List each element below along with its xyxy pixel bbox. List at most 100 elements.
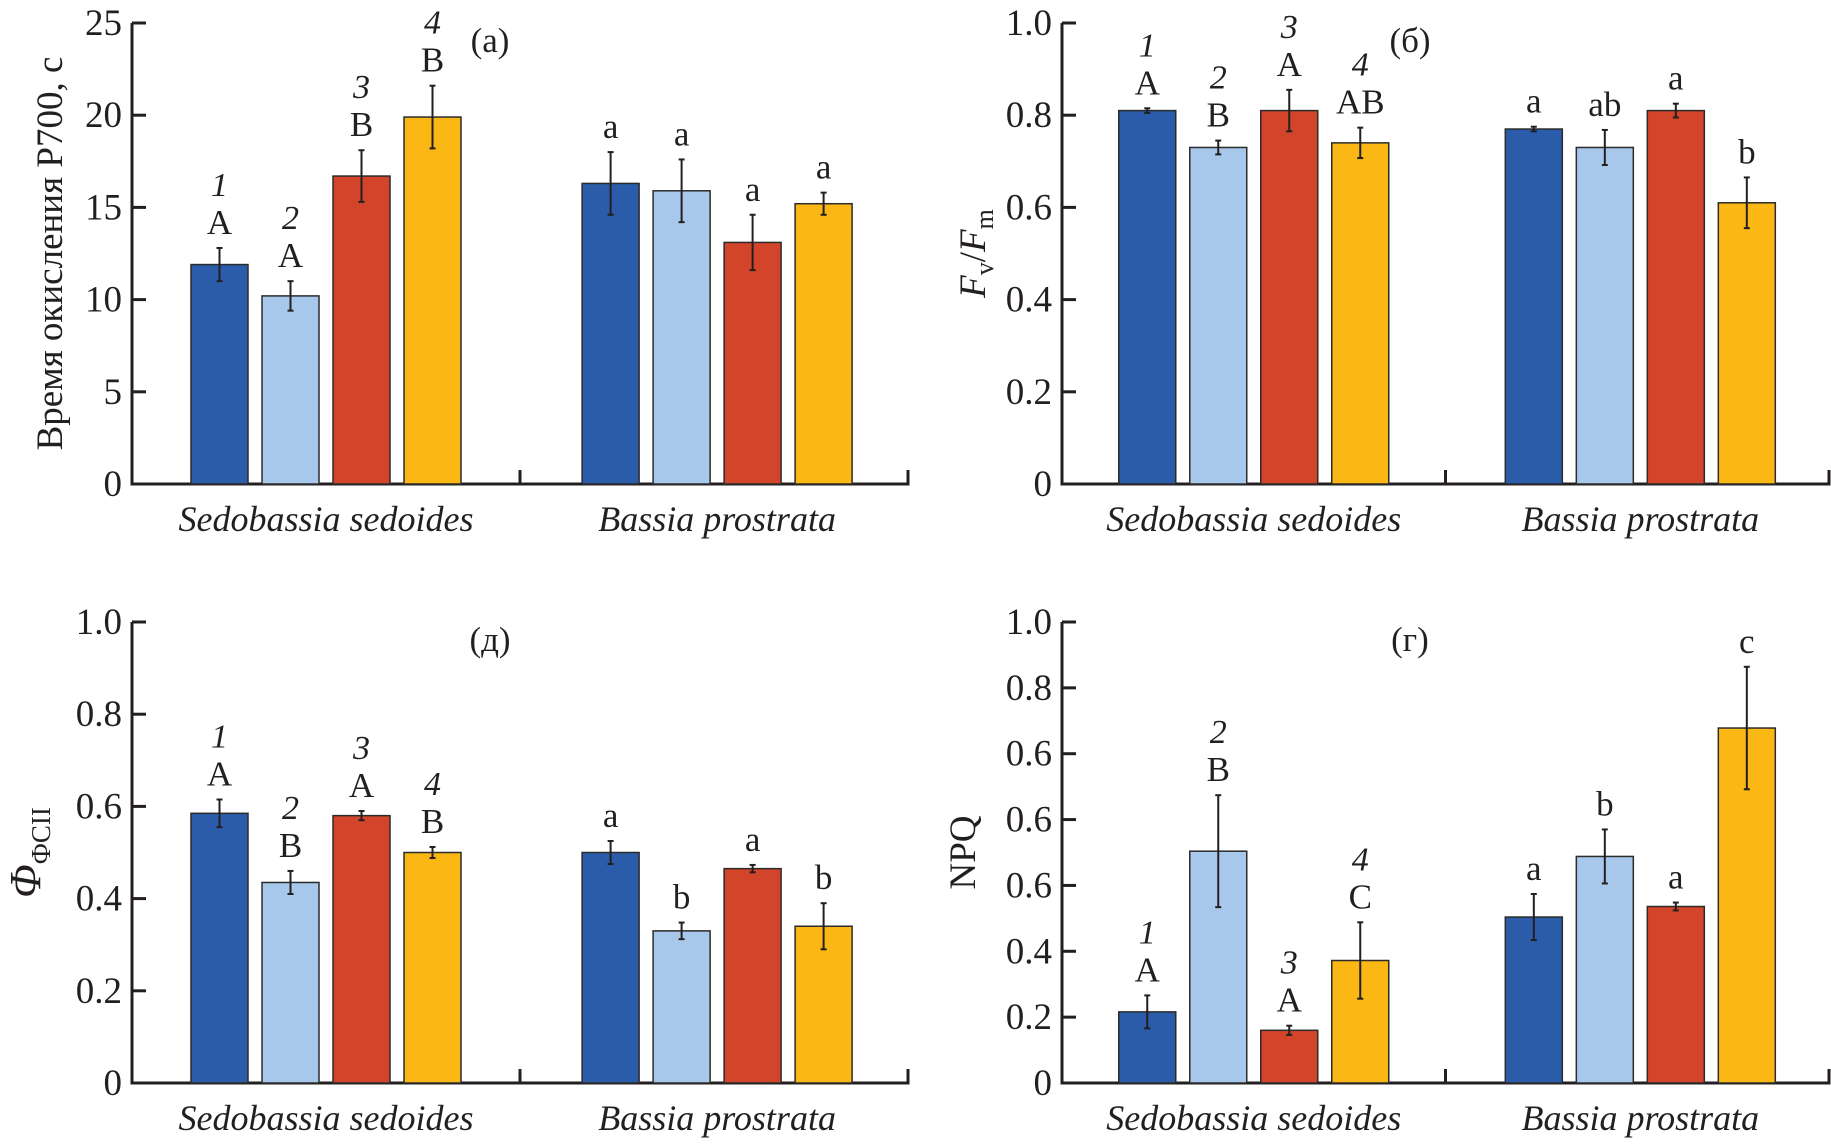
bar-series-4 bbox=[1717, 202, 1777, 485]
y-axis-title-part: v bbox=[970, 262, 999, 275]
bar-group: a b a c bbox=[1504, 622, 1777, 1084]
series-number: 2 bbox=[282, 200, 299, 237]
significance-letter: A bbox=[1135, 63, 1161, 102]
y-tick-label: 0.2 bbox=[1006, 372, 1052, 413]
significance-letter: A bbox=[349, 766, 375, 805]
series-number: 4 bbox=[1352, 47, 1369, 84]
series-number: 1 bbox=[1139, 914, 1156, 951]
significance-letter: a bbox=[745, 820, 761, 859]
y-tick-label: 0.6 bbox=[1006, 800, 1052, 841]
y-axis-title-part: / bbox=[953, 251, 994, 262]
series-number: 3 bbox=[352, 730, 370, 767]
significance-letter: B bbox=[421, 41, 444, 80]
bar-group: a b a b bbox=[581, 796, 853, 1084]
category-label: Sedobassia sedoides bbox=[1106, 499, 1401, 539]
y-tick-label: 0.6 bbox=[76, 786, 122, 827]
y-axis-title: NPQ bbox=[943, 815, 984, 889]
y-tick-label: 25 bbox=[85, 3, 122, 44]
bar-series-2 bbox=[1575, 855, 1635, 1084]
significance-letter: B bbox=[1207, 96, 1230, 135]
y-tick-label: 0.8 bbox=[1006, 668, 1052, 709]
bar-series-1 bbox=[1504, 128, 1564, 485]
series-number: 2 bbox=[1210, 60, 1227, 97]
y-tick-label: 1.0 bbox=[1006, 3, 1052, 44]
bar-series-2 bbox=[1575, 146, 1635, 485]
bar-series-4 bbox=[403, 851, 462, 1084]
category-label: Bassia prostrata bbox=[1521, 1098, 1759, 1138]
significance-letter: B bbox=[1207, 750, 1230, 789]
bar-series-4 bbox=[1331, 142, 1390, 485]
y-tick-label: 10 bbox=[85, 280, 122, 321]
bar-series-1 bbox=[1504, 916, 1564, 1084]
panel-tag: (а) bbox=[471, 21, 510, 60]
y-axis-title-part: m bbox=[970, 209, 999, 229]
panel-tag: (д) bbox=[469, 620, 510, 659]
axis-lines bbox=[1060, 23, 1831, 486]
y-tick-label: 15 bbox=[85, 187, 122, 228]
series-number: 1 bbox=[211, 167, 228, 204]
y-tick-label: 0 bbox=[1034, 1063, 1053, 1104]
significance-letter: AB bbox=[1336, 83, 1385, 122]
series-number: 2 bbox=[1210, 714, 1227, 751]
y-tick-label: 0.2 bbox=[76, 971, 122, 1012]
significance-letter: b bbox=[673, 878, 691, 917]
y-axis-title-phi: Φ bbox=[1, 864, 50, 898]
significance-letter: b bbox=[1596, 784, 1614, 823]
bar-series-3 bbox=[1260, 1029, 1319, 1084]
bar-series-3 bbox=[723, 867, 782, 1084]
series-number: 4 bbox=[424, 5, 441, 42]
significance-letter: b bbox=[815, 858, 833, 897]
axis-lines bbox=[1060, 622, 1831, 1085]
y-tick-label: 1.0 bbox=[76, 602, 122, 643]
bar-group: a a a a bbox=[581, 107, 853, 485]
bar-series-2 bbox=[261, 881, 320, 1084]
series-number: 2 bbox=[282, 790, 299, 827]
bar-series-2 bbox=[261, 295, 320, 485]
y-tick-label: 0.6 bbox=[1006, 187, 1052, 228]
significance-letter: B bbox=[350, 105, 373, 144]
significance-letter: a bbox=[603, 796, 619, 835]
significance-letter: A bbox=[278, 236, 304, 275]
bar-series-3 bbox=[723, 241, 782, 485]
y-tick-label: 0.8 bbox=[76, 694, 122, 735]
significance-letter: A bbox=[207, 754, 233, 793]
y-axis-title: Fv/Fm bbox=[953, 209, 999, 299]
y-tick-label: 20 bbox=[85, 95, 122, 136]
bar-series-2 bbox=[652, 190, 711, 485]
series-number: 3 bbox=[1280, 9, 1298, 46]
bar-series-3 bbox=[332, 814, 391, 1084]
significance-letter: a bbox=[1668, 858, 1684, 897]
significance-letter: c bbox=[1739, 622, 1755, 661]
bar-series-4 bbox=[403, 116, 462, 485]
significance-letter: a bbox=[674, 114, 690, 153]
bar-series-4 bbox=[794, 925, 853, 1084]
bar-series-2 bbox=[1189, 146, 1248, 485]
panel-d-phi-psii: 00.20.40.60.81.0ΦФСII(д)A1B2A3B4Sedobass… bbox=[1, 602, 910, 1138]
significance-letter: a bbox=[1526, 82, 1542, 121]
significance-letter: A bbox=[1277, 981, 1303, 1020]
significance-letter: A bbox=[1277, 45, 1303, 84]
y-axis-title-part: F bbox=[953, 275, 994, 299]
significance-letter: ab bbox=[1588, 85, 1621, 124]
bar-series-1 bbox=[1118, 109, 1177, 485]
significance-letter: a bbox=[745, 170, 761, 209]
bar-series-2 bbox=[652, 930, 711, 1084]
series-number: 1 bbox=[211, 718, 228, 755]
significance-letter: b bbox=[1738, 132, 1756, 171]
category-label: Sedobassia sedoides bbox=[179, 1098, 474, 1138]
significance-letter: C bbox=[1349, 877, 1372, 916]
y-tick-label: 0.8 bbox=[1006, 95, 1052, 136]
y-tick-label: 0.4 bbox=[1006, 931, 1052, 972]
category-label: Sedobassia sedoides bbox=[179, 499, 474, 539]
y-tick-label: 1.0 bbox=[1006, 602, 1052, 643]
panel-tag: (б) bbox=[1389, 21, 1430, 60]
y-tick-label: 0.4 bbox=[76, 879, 122, 920]
bar-series-4 bbox=[794, 202, 853, 485]
bar-series-1 bbox=[581, 851, 640, 1084]
